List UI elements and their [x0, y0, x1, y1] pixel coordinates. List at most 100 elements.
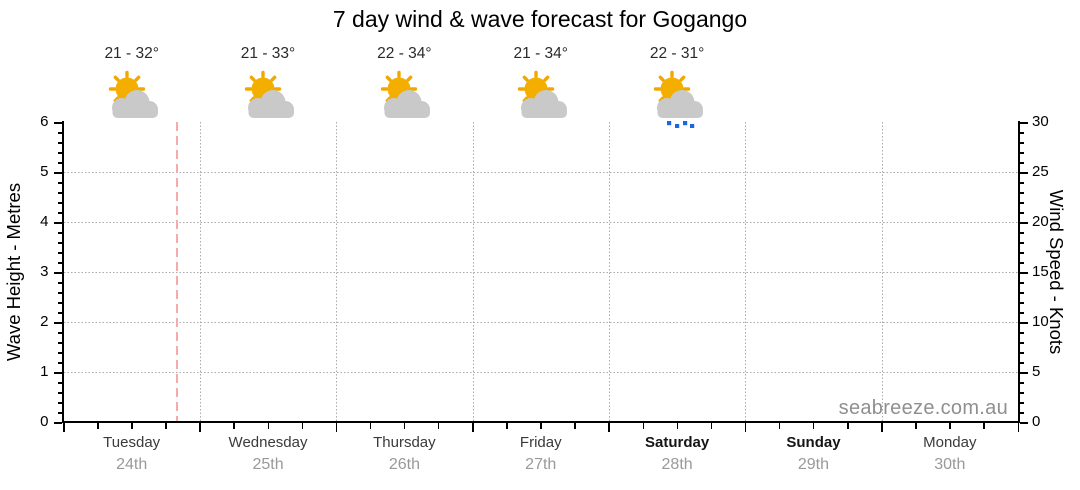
right-axis-major-tick — [1019, 172, 1028, 174]
right-axis-minor-tick — [1019, 302, 1024, 304]
left-axis-minor-tick — [58, 382, 62, 384]
x-axis-minor-tick — [369, 423, 372, 429]
right-axis-major-tick — [1019, 272, 1028, 274]
left-axis-minor-tick — [58, 202, 62, 204]
day-label-sunday: Sunday — [786, 434, 841, 451]
weather-icon-partly-cloudy-rain — [648, 70, 706, 129]
cloud-icon — [520, 90, 567, 118]
left-axis-minor-tick — [58, 402, 62, 404]
right-axis-major-tick — [1019, 322, 1028, 324]
x-axis-minor-tick — [437, 423, 440, 429]
bottom-axis — [62, 421, 1020, 423]
left-axis-minor-tick — [58, 332, 62, 334]
left-axis-minor-tick — [58, 352, 62, 354]
left-axis-minor-tick — [58, 342, 62, 344]
gridline-day-boundary — [472, 122, 474, 422]
right-axis-minor-tick — [1019, 282, 1024, 284]
left-axis-minor-tick — [58, 282, 62, 284]
temperature-range-label: 22 - 34° — [377, 45, 432, 62]
x-axis-minor-tick — [983, 423, 985, 429]
cloud-icon — [111, 90, 158, 118]
rain-drops-icon — [667, 121, 695, 129]
cloud-icon — [248, 90, 295, 118]
left-axis-major-tick — [54, 122, 62, 124]
partly-cloudy-icon — [108, 70, 158, 118]
temperature-range-label: 21 - 34° — [513, 45, 568, 62]
gridline-horizontal — [63, 272, 1018, 273]
left-axis-tick-label: 2 — [40, 313, 49, 330]
right-axis-minor-tick — [1019, 352, 1024, 354]
left-axis-minor-tick — [58, 132, 62, 134]
right-axis-minor-tick — [1019, 162, 1024, 164]
date-label: 25th — [252, 456, 284, 473]
right-axis-tick-label: 0 — [1032, 413, 1041, 430]
x-axis-major-tick — [1017, 423, 1019, 432]
day-label-saturday: Saturday — [644, 434, 710, 451]
date-label: 26th — [388, 456, 420, 473]
x-axis-minor-tick — [267, 423, 270, 429]
x-axis-minor-tick — [676, 423, 679, 429]
left-axis-minor-tick — [58, 232, 62, 234]
x-axis-minor-tick — [710, 423, 713, 429]
right-axis-major-tick — [1019, 372, 1028, 374]
temperature-range-label: 21 - 33° — [240, 45, 296, 62]
left-axis-tick-label: 5 — [40, 163, 49, 180]
left-axis-minor-tick — [58, 182, 62, 184]
x-axis-minor-tick — [540, 423, 542, 429]
gridline-day-boundary — [608, 122, 610, 422]
x-axis-minor-tick — [949, 423, 951, 429]
right-axis-minor-tick — [1019, 182, 1024, 184]
left-axis-minor-tick — [58, 242, 62, 244]
right-axis-minor-tick — [1019, 412, 1024, 414]
x-axis-major-tick — [335, 423, 338, 432]
x-axis-minor-tick — [642, 423, 645, 429]
date-label: 27th — [525, 456, 557, 473]
cloud-icon — [384, 90, 431, 118]
gridline-horizontal — [63, 172, 1018, 173]
right-axis-minor-tick — [1019, 202, 1024, 204]
left-axis-tick-label: 1 — [40, 363, 49, 380]
left-axis-minor-tick — [58, 262, 62, 264]
right-axis-minor-tick — [1019, 362, 1024, 364]
x-axis-major-tick — [472, 423, 474, 432]
left-axis-major-tick — [54, 372, 62, 374]
right-axis-tick-label: 5 — [1032, 363, 1041, 380]
gridline-day-boundary — [199, 122, 201, 422]
left-axis-minor-tick — [58, 312, 62, 314]
right-axis-minor-tick — [1019, 212, 1024, 214]
weather-icon-partly-cloudy — [375, 70, 433, 128]
x-axis-minor-tick — [233, 423, 235, 429]
gridline-horizontal — [63, 322, 1018, 323]
left-axis-major-tick — [54, 322, 62, 324]
x-axis-minor-tick — [301, 423, 304, 429]
left-axis-major-tick — [54, 422, 62, 424]
right-axis-minor-tick — [1019, 152, 1024, 154]
left-axis-minor-tick — [58, 162, 62, 164]
right-axis-tick-label: 30 — [1032, 113, 1049, 130]
x-axis-minor-tick — [165, 423, 167, 429]
watermark: seabreeze.com.au — [838, 397, 1008, 419]
date-label: 28th — [661, 456, 693, 473]
x-axis-major-tick — [199, 423, 201, 432]
gridline-day-boundary — [336, 122, 338, 422]
left-axis-major-tick — [54, 222, 62, 224]
temperature-range-label: 21 - 32° — [104, 45, 159, 62]
left-axis-minor-tick — [58, 302, 62, 304]
x-axis-minor-tick — [915, 423, 917, 429]
right-axis-tick-label: 10 — [1032, 313, 1049, 330]
weather-icon-partly-cloudy — [239, 70, 297, 128]
partly-cloudy-icon — [517, 70, 567, 118]
left-axis-minor-tick — [58, 212, 62, 214]
current-time-marker — [175, 122, 178, 422]
gridline-day-boundary — [745, 122, 747, 422]
date-label: 24th — [116, 456, 148, 473]
page-title: 7 day wind & wave forecast for Gogango — [332, 6, 748, 32]
right-axis-minor-tick — [1019, 252, 1024, 254]
right-axis-minor-tick — [1019, 132, 1024, 134]
x-axis-major-tick — [63, 423, 65, 432]
x-axis-minor-tick — [812, 423, 815, 429]
temperature-range-label: 22 - 31° — [649, 45, 705, 62]
partly-cloudy-icon — [244, 70, 295, 118]
right-axis-minor-tick — [1019, 142, 1024, 144]
